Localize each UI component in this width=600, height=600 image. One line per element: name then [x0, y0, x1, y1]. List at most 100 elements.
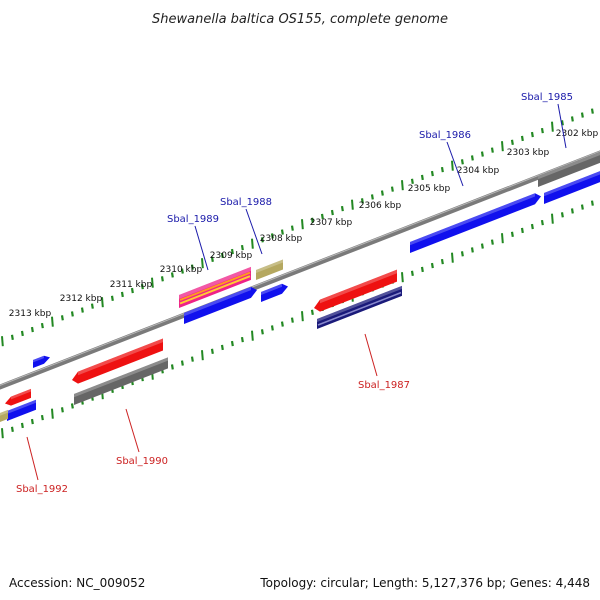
- inner-scale-tick: [470, 247, 474, 253]
- scale-tick-label: 2304 kbp: [457, 166, 500, 176]
- gene-label-sbal-1990[interactable]: Sbal_1990: [116, 408, 168, 467]
- scale-tick-label: 2313 kbp: [9, 309, 52, 319]
- outer-scale-tick: [460, 159, 464, 165]
- gene-block-blue-highlight: [261, 283, 282, 295]
- scale-ruler: 2302 kbp 2303 kbp 2304 kbp 2305 kbp 2306 kbp…: [1, 108, 599, 439]
- gene-label-text: Sbal_1986: [419, 130, 471, 141]
- gene-block-olive[interactable]: [0, 409, 8, 422]
- inner-scale-tick: [451, 252, 454, 263]
- gene-block-olive-highlight: [0, 409, 8, 416]
- gene-label-text: Sbal_1989: [167, 214, 219, 225]
- gene-block-navy-highlight: [317, 285, 402, 322]
- gene-block-blue-highlight: [410, 193, 535, 246]
- gene-label-text: Sbal_1988: [220, 197, 272, 208]
- outer-scale-tick: [580, 112, 584, 118]
- outer-scale-tick: [530, 131, 534, 138]
- gene-leader-line: [125, 408, 140, 453]
- outer-scale-tick: [280, 229, 284, 235]
- gene-block-red-highlight: [11, 388, 31, 400]
- outer-scale-tick: [370, 194, 374, 200]
- inner-scale-tick: [40, 414, 44, 421]
- gene-block-stripe: [179, 275, 251, 305]
- outer-scale-tick: [210, 256, 214, 262]
- gene-block-blue-body: [184, 286, 257, 324]
- gene-label-sbal-1992[interactable]: Sbal_1992: [16, 436, 68, 495]
- backbone-line: [0, 150, 600, 390]
- gene-leader-line: [364, 333, 378, 377]
- inner-scale-tick: [580, 204, 584, 210]
- outer-scale-tick: [270, 233, 274, 239]
- inner-scale-tick: [240, 336, 244, 343]
- genome-title: Shewanella baltica OS155, complete genom…: [152, 12, 448, 27]
- gene-block-blue[interactable]: [261, 283, 288, 302]
- scale-tick-label: 2303 kbp: [507, 148, 550, 158]
- outer-scale-tick: [520, 135, 524, 142]
- gene-label-sbal-1985[interactable]: Sbal_1985: [521, 92, 573, 149]
- gene-block-blue[interactable]: [184, 286, 257, 324]
- gene-leader-line: [245, 208, 263, 255]
- gene-label-sbal-1988[interactable]: Sbal_1988: [220, 197, 272, 255]
- inner-scale-tick: [490, 239, 494, 245]
- inner-scale-tick: [230, 340, 234, 347]
- gene-block-stripe: [179, 271, 251, 301]
- gene-leader-line: [557, 103, 567, 149]
- outer-scale-tick: [220, 252, 224, 259]
- gene-block-gray[interactable]: [538, 151, 600, 187]
- outer-scale-tick: [240, 244, 244, 251]
- inner-scale-tick: [480, 243, 484, 249]
- gene-block-blue[interactable]: [33, 355, 50, 368]
- gene-label-sbal-1989[interactable]: Sbal_1989: [167, 214, 219, 271]
- inner-scale-tick: [570, 208, 574, 214]
- gene-block-blue[interactable]: [7, 399, 36, 421]
- inner-scale-tick: [251, 330, 254, 341]
- inner-scale-tick: [551, 213, 554, 224]
- outer-scale-tick: [201, 258, 204, 269]
- scale-tick-label: 2312 kbp: [60, 294, 103, 304]
- scale-tick-label: 2309 kbp: [210, 251, 253, 261]
- inner-scale-tick: [530, 223, 534, 230]
- scale-tick-label: 2302 kbp: [556, 129, 599, 139]
- inner-scale-tick: [410, 270, 414, 276]
- genome-summary-text: Topology: circular; Length: 5,127,376 bp…: [260, 576, 590, 590]
- gene-block-red[interactable]: [72, 338, 163, 384]
- outer-scale-tick: [190, 264, 194, 270]
- outer-scale-tick: [40, 322, 44, 329]
- outer-scale-tick: [290, 225, 294, 231]
- gene-block-red[interactable]: [314, 269, 397, 312]
- gene-block-red[interactable]: [5, 388, 31, 406]
- gene-label-sbal-1986[interactable]: Sbal_1986: [419, 130, 471, 187]
- outer-scale-tick: [30, 326, 34, 333]
- gene-label-text: Sbal_1985: [521, 92, 573, 103]
- gene-leader-line: [194, 225, 209, 271]
- outer-scale-tick: [360, 198, 364, 204]
- inner-scale-tick: [501, 233, 504, 244]
- inner-scale-tick: [70, 403, 74, 409]
- outer-scale-tick: [510, 139, 514, 145]
- gene-block-red-highlight: [78, 338, 163, 376]
- inner-scale-tick: [190, 356, 194, 362]
- gene-block-blue-body: [410, 193, 541, 253]
- inner-scale-tick: [510, 231, 514, 237]
- gene-block-navy[interactable]: [317, 285, 402, 329]
- inner-scale-tick: [10, 426, 14, 432]
- inner-scale-tick: [540, 219, 544, 226]
- inner-scale-tick: [290, 317, 294, 323]
- inner-scale-tick: [220, 344, 224, 351]
- inner-scale-tick: [270, 325, 274, 331]
- outer-scale-tick: [420, 174, 424, 181]
- gene-labels: Sbal_1985Sbal_1986Sbal_1987Sbal_1988Sbal…: [16, 92, 573, 495]
- outer-scale-tick: [110, 295, 114, 301]
- accession-text: Accession: NC_009052: [9, 576, 146, 590]
- gene-leader-line: [446, 141, 464, 187]
- gene-block-gray[interactable]: [74, 357, 168, 405]
- inner-scale-tick: [20, 422, 24, 429]
- outer-scale-tick: [490, 147, 494, 153]
- outer-scale-tick: [430, 170, 434, 177]
- gene-block-olive[interactable]: [256, 259, 283, 280]
- gene-block-blue[interactable]: [544, 171, 600, 204]
- gene-label-sbal-1987[interactable]: Sbal_1987: [358, 333, 410, 391]
- gene-block-blue[interactable]: [410, 193, 541, 253]
- inner-scale-tick: [260, 329, 264, 335]
- gene-block-blue-highlight: [33, 355, 44, 363]
